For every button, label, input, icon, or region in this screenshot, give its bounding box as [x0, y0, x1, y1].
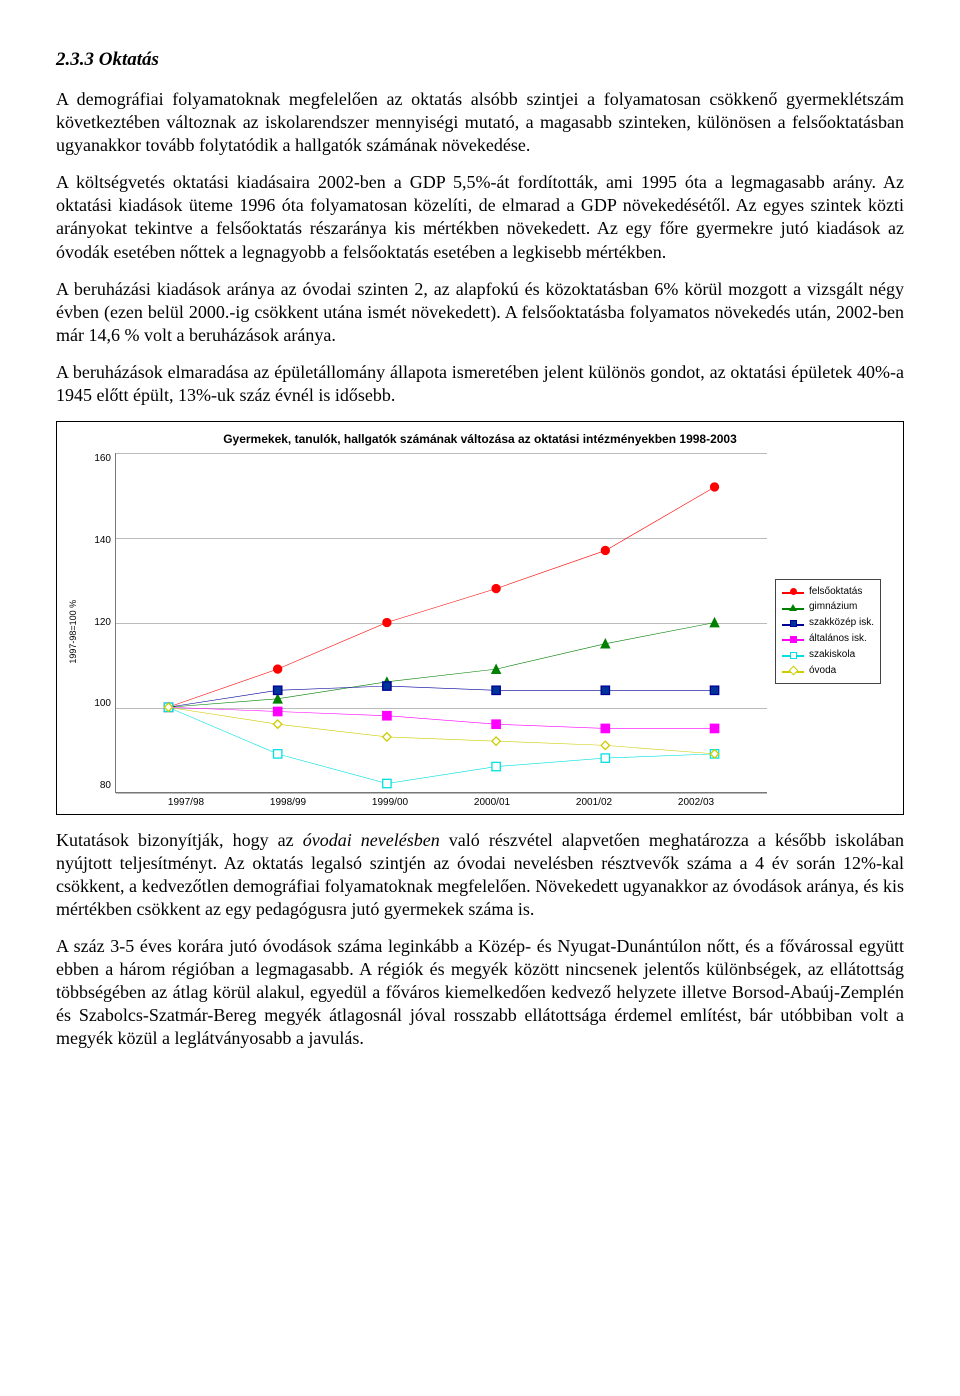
x-tick-label: 1999/00 — [339, 797, 441, 810]
legend-swatch — [782, 650, 804, 660]
legend-swatch — [782, 587, 804, 597]
x-axis-ticks: 1997/981998/991999/002000/012001/022002/… — [115, 797, 767, 810]
chart-legend: felsőoktatás gimnázium szakközép isk. által… — [775, 579, 881, 684]
legend-label: felsőoktatás — [809, 586, 862, 599]
legend-swatch — [782, 634, 804, 644]
legend-swatch — [782, 619, 804, 629]
legend-swatch — [782, 603, 804, 613]
x-tick-label: 2001/02 — [543, 797, 645, 810]
y-tick-label: 80 — [100, 780, 111, 793]
paragraph: A száz 3-5 éves korára jutó óvodások szá… — [56, 935, 904, 1050]
legend-swatch — [782, 666, 804, 676]
legend-item: felsőoktatás — [782, 584, 874, 600]
paragraph: Kutatások bizonyítják, hogy az óvodai ne… — [56, 829, 904, 921]
paragraph: A költségvetés oktatási kiadásaira 2002-… — [56, 171, 904, 263]
x-tick-label: 2002/03 — [645, 797, 747, 810]
legend-label: gimnázium — [809, 601, 857, 614]
x-tick-label: 1998/99 — [237, 797, 339, 810]
legend-item: általános isk. — [782, 631, 874, 647]
y-tick-label: 140 — [94, 535, 111, 548]
y-tick-label: 160 — [94, 453, 111, 466]
y-tick-label: 120 — [94, 617, 111, 630]
legend-item: gimnázium — [782, 600, 874, 616]
x-tick-label: 1997/98 — [135, 797, 237, 810]
chart-title: Gyermekek, tanulók, hallgatók számának v… — [63, 432, 897, 447]
paragraph: A beruházások elmaradása az épületállomá… — [56, 361, 904, 407]
paragraph: A beruházási kiadások aránya az óvodai s… — [56, 278, 904, 347]
legend-item: szakközép isk. — [782, 616, 874, 632]
legend-label: általános isk. — [809, 633, 867, 646]
y-axis-label-wrap: 1997-98=100 % — [63, 453, 85, 810]
y-tick-label: 100 — [94, 698, 111, 711]
y-axis-label: 1997-98=100 % — [68, 600, 80, 664]
paragraph: A demográfiai folyamatoknak megfelelően … — [56, 88, 904, 157]
legend-label: szakközép isk. — [809, 617, 874, 630]
legend-item: óvoda — [782, 663, 874, 679]
legend-item: szakiskola — [782, 647, 874, 663]
legend-label: szakiskola — [809, 649, 855, 662]
plot-area — [115, 453, 767, 793]
section-heading: 2.3.3 Oktatás — [56, 48, 904, 72]
section-number: 2.3.3 — [56, 49, 94, 70]
x-tick-label: 2000/01 — [441, 797, 543, 810]
chart-frame: Gyermekek, tanulók, hallgatók számának v… — [56, 421, 904, 815]
legend-label: óvoda — [809, 665, 836, 678]
section-title: Oktatás — [99, 49, 159, 70]
italic-phrase: óvodai nevelésben — [303, 830, 440, 850]
y-axis-ticks: 160 140 120 100 80 — [85, 453, 115, 793]
